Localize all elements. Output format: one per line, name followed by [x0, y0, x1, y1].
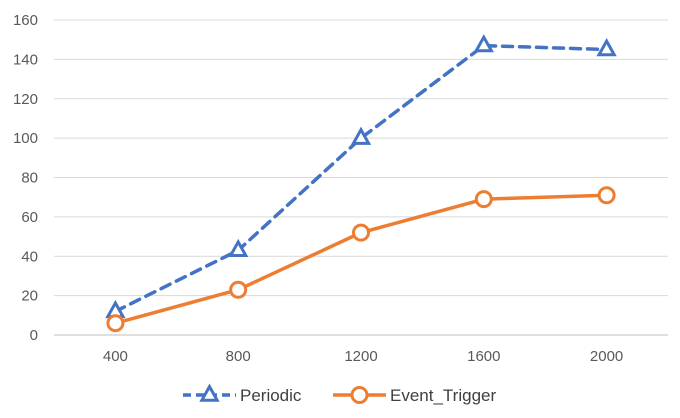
- legend-item-periodic: Periodic: [183, 383, 302, 405]
- legend: Periodic Event_Trigger: [183, 383, 496, 405]
- x-tick-label: 1200: [344, 348, 377, 365]
- series-line: [113, 43, 609, 314]
- x-tick-label: 400: [103, 348, 128, 365]
- y-tick-label: 80: [21, 170, 38, 187]
- y-tick-label: 0: [30, 327, 38, 344]
- y-tick-label: 120: [13, 91, 38, 108]
- series-periodic: [105, 34, 617, 319]
- data-point-triangle: [350, 126, 372, 145]
- x-tick-label: 800: [226, 348, 251, 365]
- legend-marker-triangle: [199, 383, 220, 402]
- y-tick-label: 60: [21, 209, 38, 226]
- data-point-circle: [474, 190, 493, 209]
- series-event-trigger: [106, 186, 616, 333]
- y-tick-label: 20: [21, 288, 38, 305]
- legend-item-event-trigger: Event_Trigger: [333, 386, 496, 405]
- data-point-circle: [597, 186, 616, 205]
- x-axis-tick-labels: 400 800 1200 1600 2000: [103, 348, 623, 365]
- y-tick-label: 100: [13, 130, 38, 147]
- data-point-circle: [352, 223, 370, 242]
- data-point-triangle: [596, 38, 617, 57]
- y-tick-label: 160: [13, 12, 38, 29]
- data-point-triangle: [228, 238, 249, 258]
- y-tick-label: 40: [21, 248, 38, 265]
- data-point-circle: [229, 280, 248, 299]
- legend-label: Periodic: [240, 386, 302, 405]
- legend-marker-circle: [350, 386, 369, 404]
- y-axis-tick-labels: 0 20 40 60 80 100 120 140 160: [13, 12, 38, 344]
- data-point-circle: [106, 314, 125, 333]
- legend-label: Event_Trigger: [390, 386, 496, 405]
- data-point-triangle: [473, 34, 494, 53]
- y-tick-label: 140: [13, 51, 38, 68]
- x-tick-label: 1600: [467, 348, 500, 365]
- series-group: [105, 34, 617, 333]
- x-tick-label: 2000: [590, 348, 623, 365]
